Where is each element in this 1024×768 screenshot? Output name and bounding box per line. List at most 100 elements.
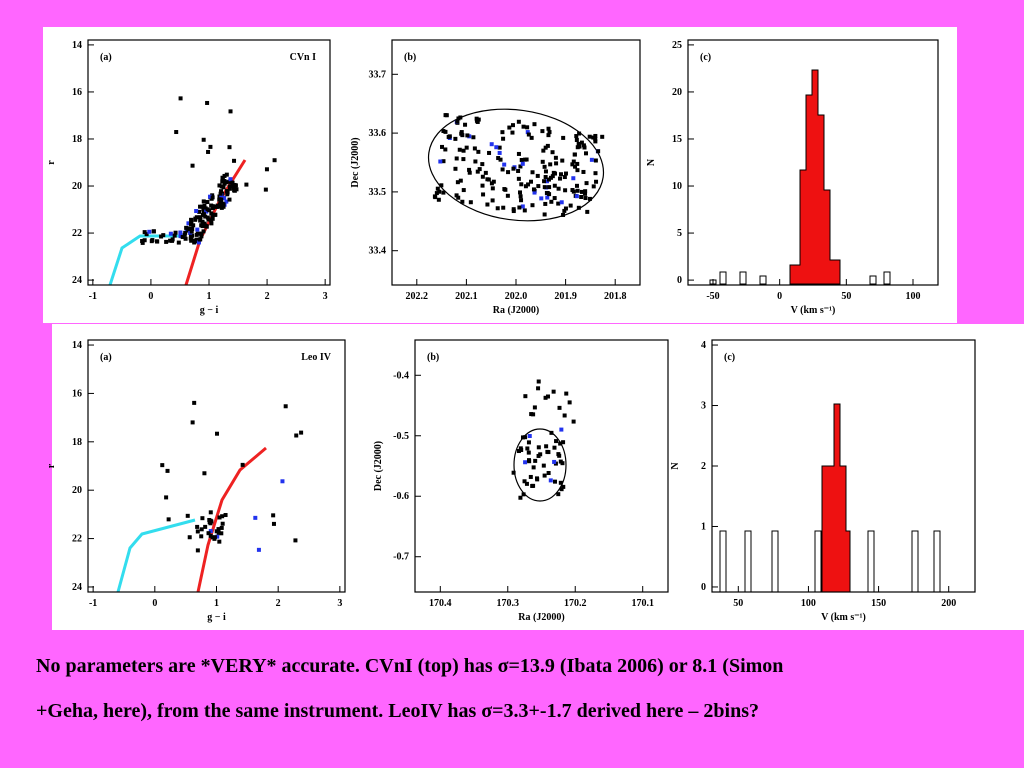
star-dot [530, 170, 535, 175]
y-axis-label: r [46, 463, 57, 468]
y-tick-label: -0.6 [393, 491, 409, 502]
star-dot [458, 178, 463, 183]
star-dot [521, 492, 526, 497]
x-tick-label: 50 [733, 598, 743, 609]
hist-outline [719, 530, 727, 593]
star-dot [516, 449, 521, 454]
star-dot [201, 137, 206, 142]
star-dot [516, 168, 521, 173]
star-dot [506, 170, 511, 175]
star-dot [475, 169, 480, 174]
star-dot [544, 444, 549, 449]
star-dot [217, 197, 222, 202]
star-dot [188, 236, 193, 241]
star-dot [227, 184, 232, 189]
star-dot [454, 156, 459, 161]
star-dot [526, 182, 531, 187]
star-dot [502, 162, 507, 167]
star-dot [207, 194, 212, 199]
hist-outline [719, 271, 727, 285]
star-dot [180, 234, 185, 239]
star-dot [204, 209, 209, 214]
star-dot [434, 191, 439, 196]
star-dot [174, 130, 179, 135]
star-dot [208, 529, 213, 534]
star-dot [527, 434, 532, 439]
star-dot [554, 161, 559, 166]
star-dot [201, 199, 206, 204]
star-dot [573, 164, 578, 169]
star-dot [489, 142, 494, 147]
star-dot [545, 449, 550, 454]
star-dot [144, 232, 149, 237]
star-dot [203, 524, 208, 529]
x-axis-label: Ra (J2000) [518, 612, 564, 623]
star-dot [593, 158, 598, 163]
star-dot [438, 159, 443, 164]
star-dot [202, 203, 207, 208]
star-dot [518, 495, 523, 500]
star-dot [210, 213, 215, 218]
y-tick-label: -0.7 [393, 552, 409, 563]
star-dot [194, 209, 199, 214]
star-dot [490, 186, 495, 191]
star-dot [164, 495, 169, 500]
panel-label: (b) [404, 52, 416, 63]
star-dot [189, 222, 194, 227]
x-tick-label: -50 [706, 291, 719, 302]
star-dot [224, 199, 229, 204]
star-dot [142, 230, 147, 235]
star-dot [541, 148, 546, 153]
star-dot [199, 231, 204, 236]
isochrone-red [196, 446, 267, 593]
x-axis-label: V (km s⁻¹) [821, 612, 866, 623]
hist-outline [814, 530, 822, 593]
star-dot [532, 122, 537, 127]
y-tick-label: 20 [72, 485, 82, 496]
y-tick-label: -0.4 [393, 370, 409, 381]
star-dot [216, 530, 221, 535]
hist-outline [739, 271, 747, 285]
star-dot [168, 231, 173, 236]
star-dot [455, 119, 460, 124]
star-dot [485, 177, 490, 182]
star-dot [220, 514, 225, 519]
star-dot [219, 189, 224, 194]
star-dot [574, 134, 579, 139]
star-dot [195, 548, 200, 553]
x-axis-label: g − i [207, 612, 226, 623]
isochrone-blue [116, 518, 196, 593]
star-dot [224, 172, 229, 177]
star-dot [221, 185, 226, 190]
star-dot [559, 427, 564, 432]
star-dot [523, 435, 528, 440]
star-dot [532, 405, 537, 410]
star-dot [593, 171, 598, 176]
star-dot [183, 230, 188, 235]
star-dot [511, 166, 516, 171]
star-dot [189, 217, 194, 222]
y-tick-label: 24 [72, 275, 82, 286]
star-dot [528, 179, 533, 184]
star-dot [543, 169, 548, 174]
star-dot [441, 190, 446, 195]
star-dot [280, 479, 285, 484]
star-dot [591, 135, 596, 140]
star-dot [439, 183, 444, 188]
star-dot [271, 521, 276, 526]
star-dot [523, 394, 528, 399]
panel-title: CVn I [290, 52, 317, 63]
star-dot [563, 171, 568, 176]
star-dot [227, 197, 232, 202]
star-dot [219, 531, 224, 536]
star-dot [201, 212, 206, 217]
star-dot [206, 531, 211, 536]
star-dot [219, 197, 224, 202]
x-tick-label: 201.8 [604, 291, 627, 302]
star-dot [524, 481, 529, 486]
x-tick-label: 2 [276, 598, 281, 609]
star-dot [159, 234, 164, 239]
star-dot [200, 516, 205, 521]
star-dot [520, 435, 525, 440]
panel-label: (c) [700, 52, 711, 63]
